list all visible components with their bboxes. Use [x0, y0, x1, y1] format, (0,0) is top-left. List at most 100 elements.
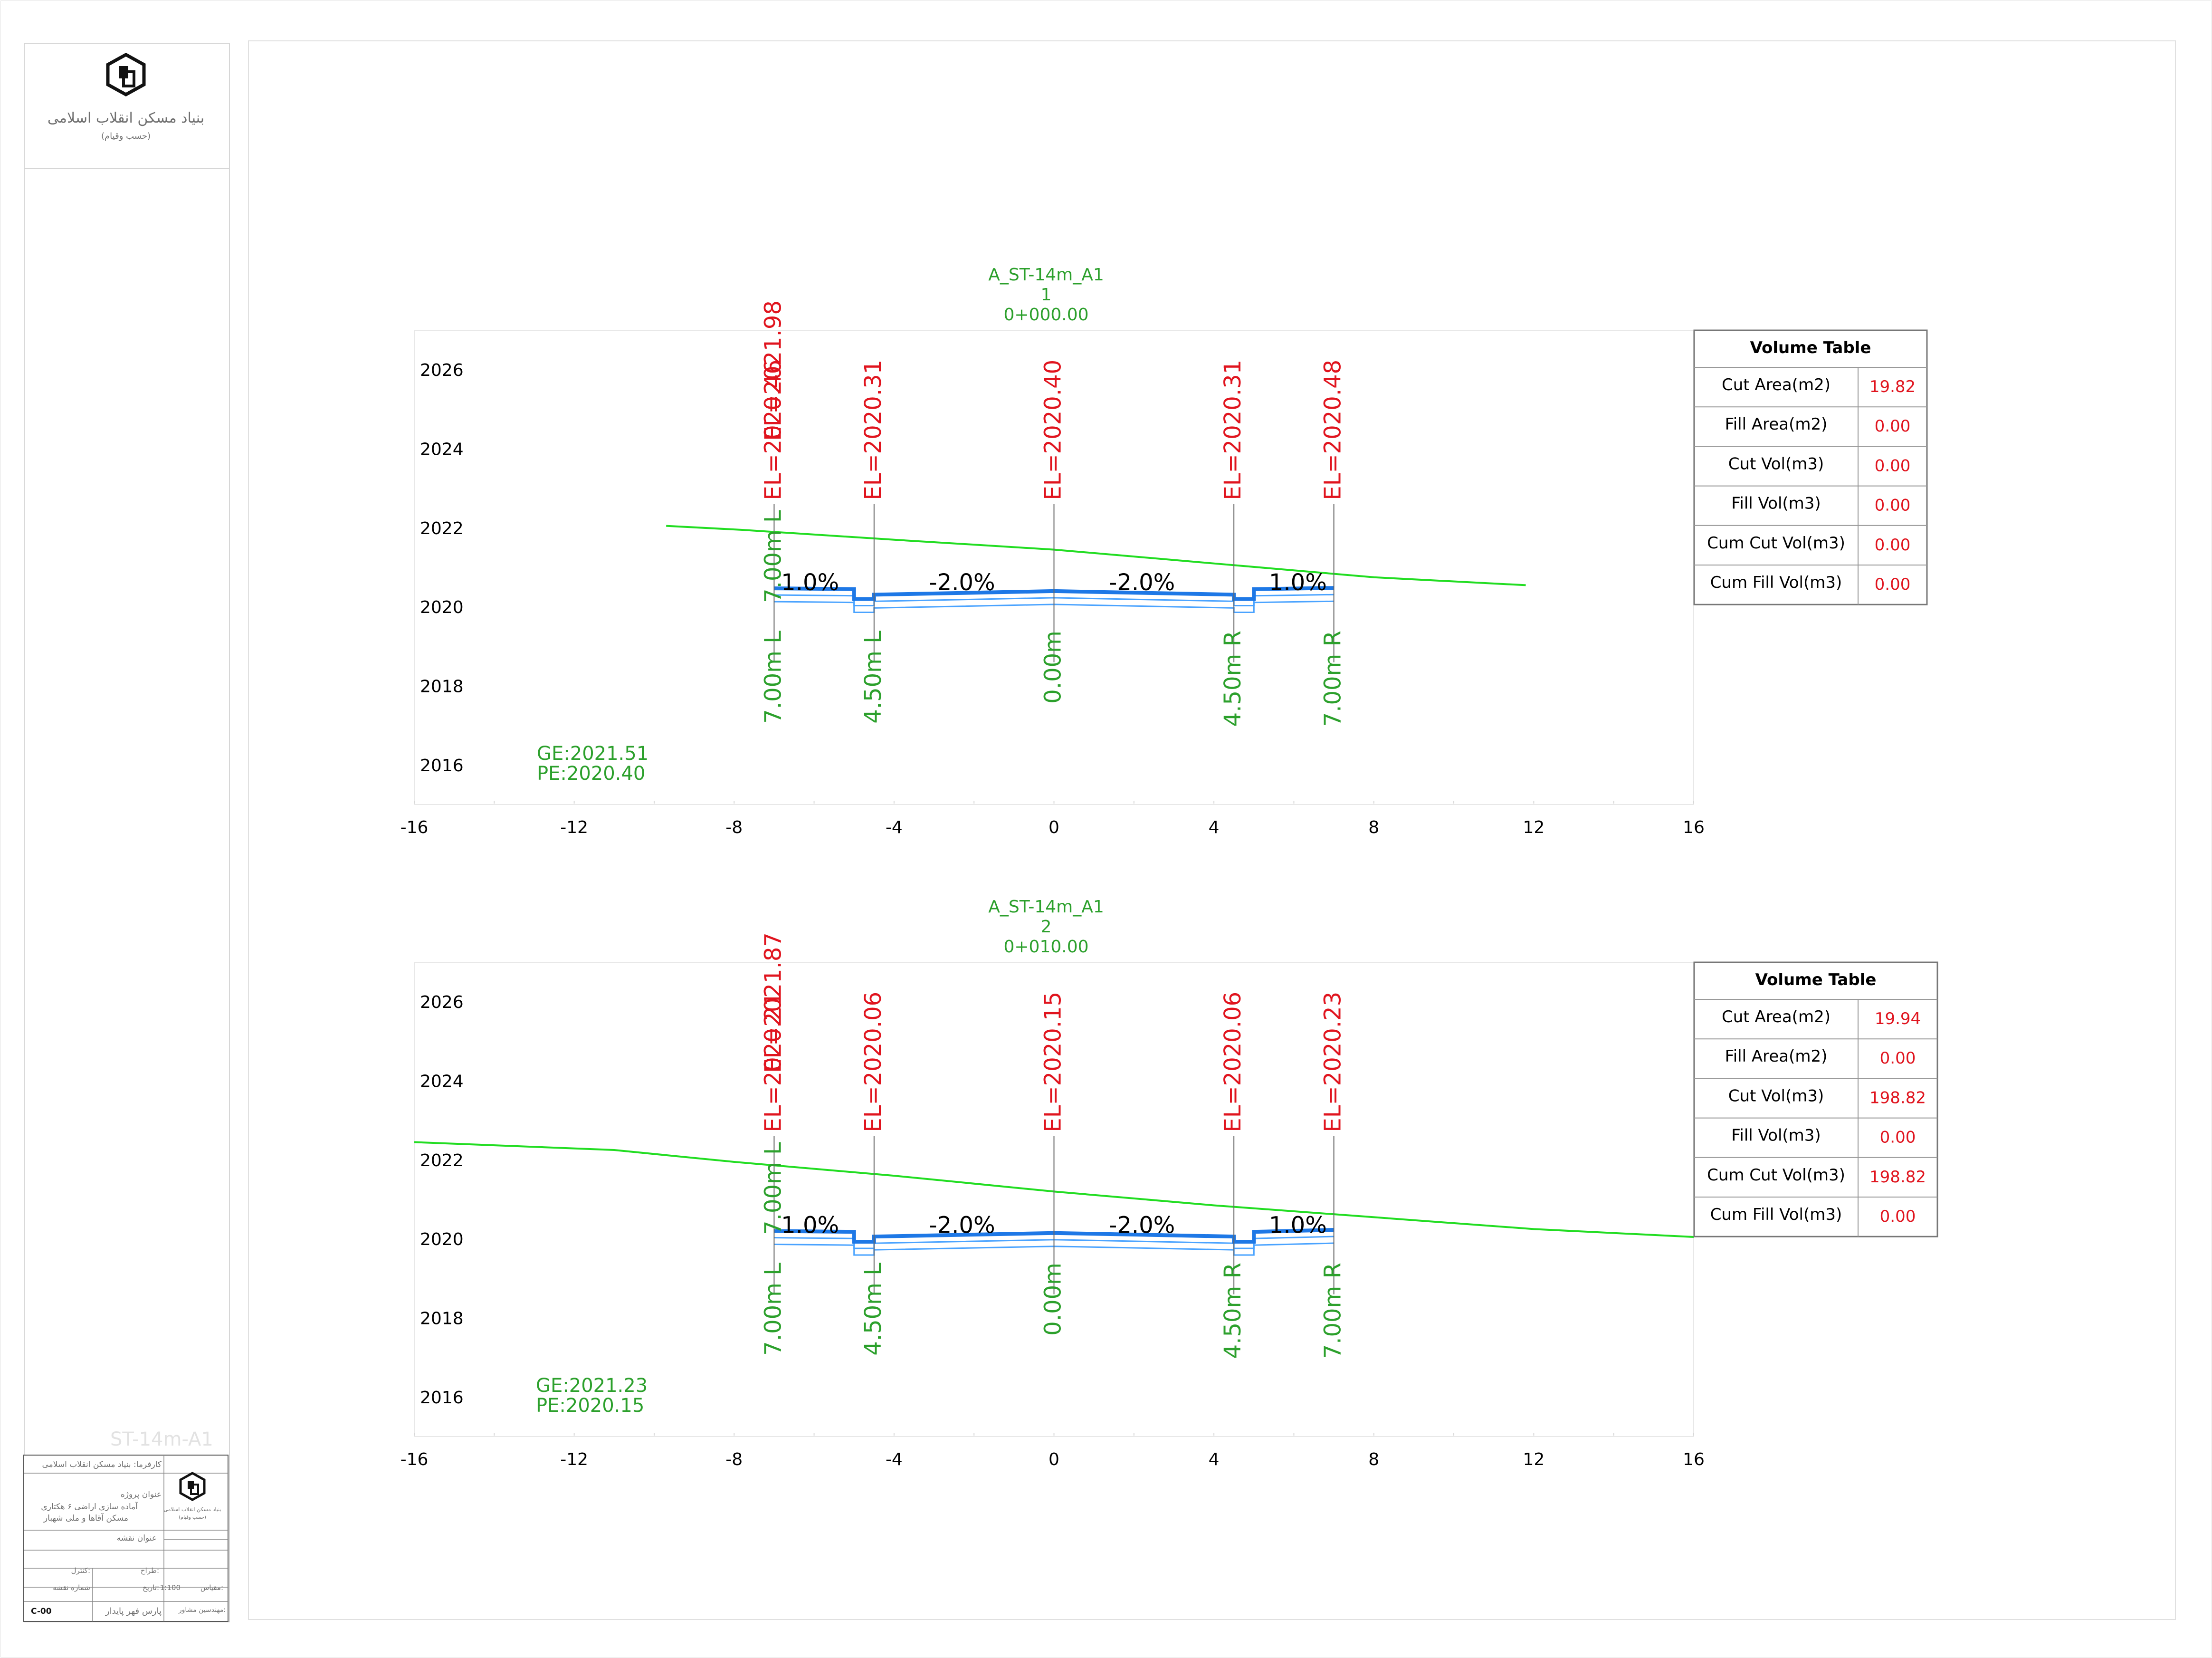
- table-row-label: Cut Vol(m3): [1728, 454, 1824, 473]
- project-title: آماده سازی اراضی ۶ هکتاری: [41, 1501, 138, 1512]
- y-tick-label: 2024: [420, 1072, 464, 1092]
- x-tick-label: -4: [886, 818, 903, 837]
- table-row-label: Fill Vol(m3): [1731, 494, 1821, 513]
- offset-distance-label: 4.50m L: [860, 1263, 887, 1356]
- table-row-value: 198.82: [1869, 1168, 1926, 1187]
- x-tick-label: 16: [1683, 1450, 1705, 1469]
- section-station: 0+010.00: [1003, 937, 1088, 957]
- offset-distance-label: 0.00m: [1040, 631, 1067, 704]
- volume-table: Volume Table Cut Area(m2) 19.82 Fill Area(m…: [1693, 329, 1928, 605]
- edge-offset-label: 7.00m L: [760, 1142, 786, 1235]
- org-name-top: بنیاد مسکن انقلاب اسلامی: [48, 110, 204, 126]
- org-name-small: بنیاد مسکن انقلاب اسلامی: [163, 1506, 221, 1513]
- section-title: A_ST-14m_A1: [988, 265, 1104, 285]
- org-logo-icon: [106, 53, 146, 96]
- table-row-value: 0.00: [1875, 496, 1911, 515]
- org-sub-small: (حسب وقیام): [179, 1515, 206, 1520]
- offset-distance-label: 0.00m: [1040, 1263, 1067, 1336]
- slope-label: -2.0%: [929, 569, 995, 596]
- watermark-text: ST-14m-A1: [110, 1428, 213, 1450]
- offset-distance-label: 7.00m L: [760, 1263, 786, 1356]
- section-number: 2: [1041, 917, 1052, 937]
- scale-label: مقیاس:: [200, 1583, 223, 1592]
- slope-label: 1.0%: [781, 569, 839, 596]
- offset-distance-label: 4.50m R: [1220, 1263, 1246, 1359]
- y-tick-label: 2018: [420, 677, 464, 697]
- consultant-name: پارس فهر پایدار: [105, 1606, 162, 1616]
- scale-value: 1:100: [160, 1583, 181, 1592]
- ge-label: GE:2021.51: [537, 743, 648, 765]
- cross-section-2: A_ST-14m_A1 2 0+010.00 -16 -12 -8 -4 0 4 8 12 16…: [400, 897, 1938, 1469]
- date-label: تاریخ:: [143, 1583, 159, 1592]
- sheet-no-label: شماره نقشه: [53, 1583, 90, 1592]
- x-tick-label: 8: [1368, 818, 1379, 837]
- table-row-label: Cum Cut Vol(m3): [1707, 1166, 1845, 1185]
- table-row-value: 0.00: [1880, 1207, 1916, 1226]
- offset-distance-label: 7.00m R: [1320, 1263, 1346, 1359]
- consultant-label: مهندسین مشاور:: [178, 1606, 226, 1614]
- table-row-label: Cum Cut Vol(m3): [1707, 534, 1845, 553]
- y-tick-label: 2020: [420, 598, 464, 617]
- table-row-value: 198.82: [1869, 1088, 1926, 1107]
- org-logo-small-icon: [179, 1472, 206, 1501]
- volume-table: Volume Table Cut Area(m2) 19.94 Fill Area(m…: [1693, 961, 1938, 1237]
- slope-label: -2.0%: [929, 1212, 995, 1239]
- table-row-value: 0.00: [1880, 1128, 1916, 1147]
- x-tick-label: -16: [400, 1450, 429, 1469]
- x-tick-label: 12: [1523, 818, 1545, 837]
- elevation-label: EL=2020.06: [1220, 992, 1246, 1132]
- offset-distance-label: 7.00m R: [1320, 631, 1346, 727]
- elevation-label: EL=2020.31: [1220, 360, 1246, 500]
- table-row-value: 0.00: [1880, 1049, 1916, 1068]
- volume-table-title: Volume Table: [1755, 970, 1877, 989]
- top-logo-block: بنیاد مسکن انقلاب اسلامی (حسب وقیام): [24, 53, 229, 169]
- drawing-frame: [248, 40, 2176, 1620]
- y-tick-label: 2016: [420, 1388, 464, 1408]
- x-tick-label: 0: [1049, 1450, 1059, 1469]
- x-tick-label: 0: [1049, 818, 1059, 837]
- x-tick-label: 16: [1683, 818, 1705, 837]
- table-row-value: 0.00: [1875, 536, 1911, 555]
- section-station: 0+000.00: [1003, 305, 1088, 325]
- y-tick-label: 2026: [420, 361, 464, 380]
- pe-label: PE:2020.15: [536, 1395, 644, 1417]
- edge-elevation-label: EL=2021.87: [760, 932, 786, 1073]
- y-tick-label: 2018: [420, 1309, 464, 1329]
- volume-table-border: [1693, 329, 1928, 605]
- offset-distance-label: 4.50m L: [860, 631, 887, 724]
- y-tick-label: 2026: [420, 993, 464, 1012]
- cross-section-1: A_ST-14m_A1 1 0+000.00 -16 -12 -8 -4 0 4 8 12 16…: [400, 265, 1928, 837]
- table-row-label: Fill Area(m2): [1725, 1047, 1828, 1066]
- designer-label: طراح:: [141, 1566, 159, 1575]
- section-title: A_ST-14m_A1: [988, 897, 1104, 917]
- y-tick-label: 2016: [420, 756, 464, 776]
- employer-text: کارفرما: بنیاد مسکن انقلاب اسلامی: [42, 1460, 162, 1469]
- table-row-label: Cum Fill Vol(m3): [1710, 1205, 1842, 1224]
- slope-label: 1.0%: [1269, 1212, 1327, 1239]
- x-tick-label: 8: [1368, 1450, 1379, 1469]
- title-block: کارفرما: بنیاد مسکن انقلاب اسلامی عنوان …: [23, 1455, 229, 1622]
- x-tick-label: -12: [560, 1450, 588, 1469]
- y-tick-label: 2022: [420, 519, 464, 538]
- x-tick-label: 12: [1523, 1450, 1545, 1469]
- slope-label: 1.0%: [781, 1212, 839, 1239]
- ge-label: GE:2021.23: [536, 1375, 648, 1397]
- table-row-label: Cum Fill Vol(m3): [1710, 573, 1842, 592]
- elevation-label: EL=2020.06: [860, 992, 887, 1132]
- table-row-value: 0.00: [1875, 417, 1911, 436]
- y-tick-label: 2020: [420, 1230, 464, 1249]
- edge-elevation-label: EL=2021.98: [760, 300, 786, 441]
- y-tick-label: 2022: [420, 1151, 464, 1170]
- table-row-value: 19.82: [1869, 377, 1916, 396]
- table-row-value: 0.00: [1875, 575, 1911, 594]
- elevation-label: EL=2020.48: [1320, 360, 1346, 500]
- x-tick-label: -12: [560, 818, 588, 837]
- section-number: 1: [1041, 285, 1052, 305]
- elevation-label: EL=2020.46: [760, 360, 786, 500]
- sheet-number: C-00: [31, 1607, 52, 1616]
- elevation-label: EL=2020.31: [860, 360, 887, 500]
- slope-label: 1.0%: [1269, 569, 1327, 596]
